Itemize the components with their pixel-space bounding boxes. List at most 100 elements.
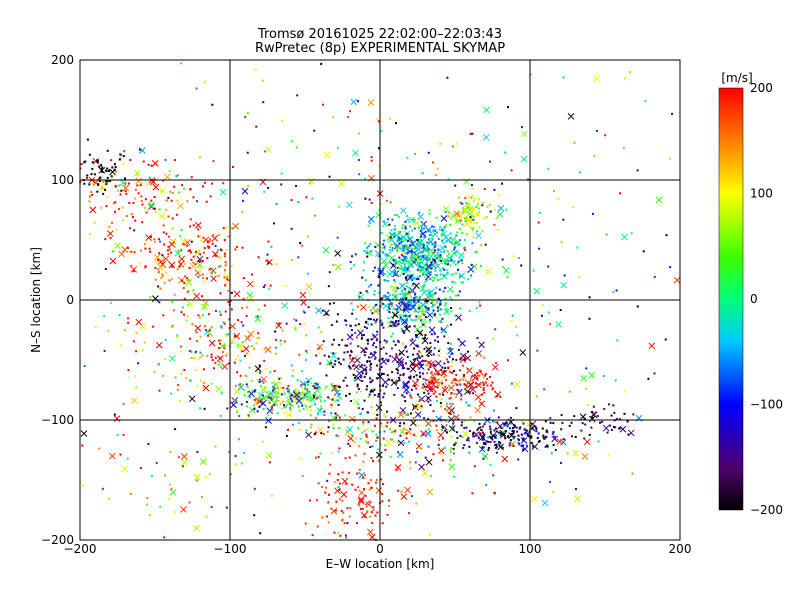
data-point [459,307,462,310]
data-point [396,469,399,472]
data-point-cross [579,413,587,421]
data-point [362,261,365,264]
data-point [373,351,376,354]
data-point [476,377,479,380]
data-point [463,426,466,429]
data-point [403,245,406,248]
data-point [332,396,335,399]
data-point [418,297,421,300]
data-point [364,474,367,477]
data-point [430,387,433,390]
data-point [196,450,199,453]
data-point [360,364,363,367]
data-point [394,224,397,227]
data-point [441,228,444,231]
data-point [486,384,489,387]
data-point [470,264,473,267]
data-point [505,430,508,433]
data-point [305,405,308,408]
data-point [513,435,516,438]
data-point [171,227,174,230]
data-point [394,258,397,261]
data-point [462,374,465,377]
data-point [167,235,170,238]
data-point [489,430,492,433]
data-point [418,305,421,308]
data-point [557,197,560,200]
data-point [143,243,146,246]
data-point [246,151,249,154]
data-point [493,491,496,494]
data-point-cross [152,183,160,191]
data-point [309,381,312,384]
data-point [450,447,453,450]
data-point [529,73,532,76]
data-point-cross [448,463,456,470]
data-point [545,444,548,447]
data-point [174,376,177,379]
data-point [199,335,202,338]
data-point [608,403,611,406]
data-point [369,479,372,482]
data-point [423,313,426,316]
data-point [88,183,91,186]
data-point [465,401,468,404]
data-point-cross [580,374,587,382]
data-point [422,383,425,386]
data-point [521,420,524,423]
data-point [410,264,413,267]
data-point [381,500,384,503]
data-point-cross [428,326,436,334]
data-point [432,279,435,282]
data-point [366,251,369,254]
data-point [538,247,541,250]
data-point [168,248,171,251]
data-point [106,149,109,152]
data-point [224,282,227,285]
data-point [144,265,147,268]
data-point [331,451,334,454]
cluster-north-east-upper [442,187,504,239]
data-point [88,200,91,203]
data-point [387,280,390,283]
data-point [168,497,171,500]
data-point [326,515,329,518]
data-point [549,323,552,326]
data-point [191,323,194,326]
data-point-cross [427,253,435,260]
data-point [278,377,281,380]
data-point-cross [353,363,360,371]
data-point [129,227,132,230]
data-point [369,366,372,369]
data-point [162,179,165,182]
data-point [199,351,202,354]
data-point [395,273,398,276]
data-point [454,184,457,187]
data-point [382,220,385,223]
data-point [406,246,409,249]
data-point [321,309,324,312]
data-point [314,387,317,390]
data-point-cross [193,292,200,300]
data-point [375,303,378,306]
data-point [129,159,132,162]
data-point [531,445,534,448]
data-point [420,243,423,246]
data-point-cross [409,240,417,248]
data-point-cross [411,380,419,387]
data-point [462,364,465,367]
data-point [386,374,389,377]
data-point [83,364,86,367]
data-point [103,188,106,191]
data-point [434,339,437,342]
data-point [397,306,400,309]
data-point [371,344,374,347]
data-point [460,281,463,284]
data-point [593,154,596,157]
data-point [325,486,328,489]
data-point [390,347,393,350]
data-point [424,236,427,239]
data-point [492,474,495,477]
data-point [140,249,143,252]
data-point [283,411,286,414]
